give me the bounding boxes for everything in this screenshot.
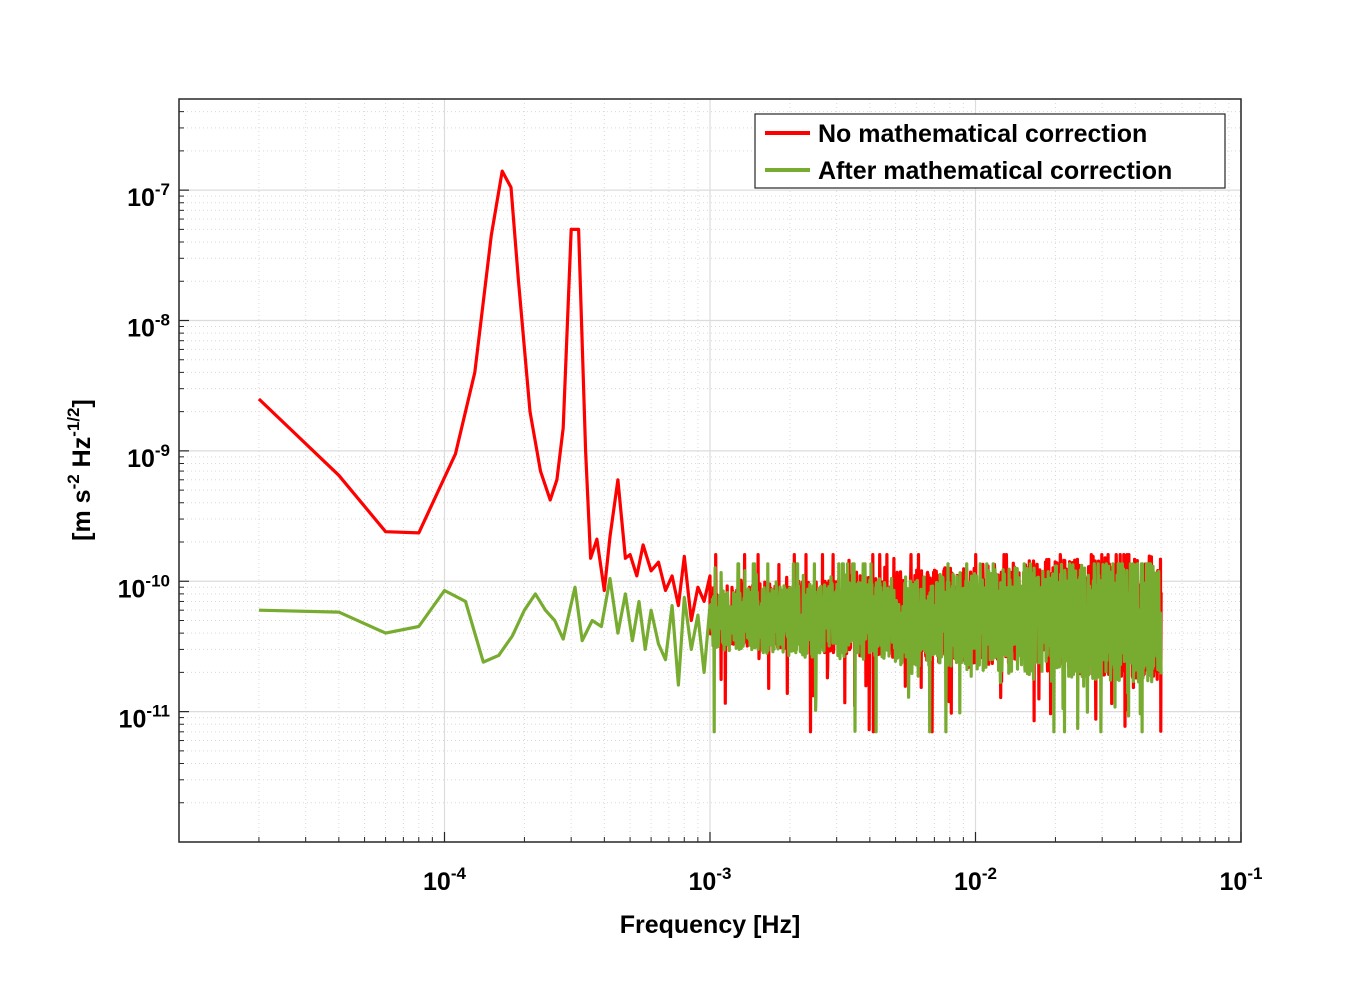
- x-axis-title: Frequency [Hz]: [620, 911, 801, 939]
- x-tick-label: 10-3: [689, 864, 732, 896]
- x-tick-labels: 10-4 10-3 10-2 10-1: [423, 864, 1262, 896]
- legend-box: [754, 113, 1226, 189]
- y-axis-title: [m s-2 Hz-1/2]: [64, 399, 96, 541]
- y-tick-label: 10-7: [127, 180, 170, 212]
- x-tick-label: 10-4: [423, 864, 466, 896]
- legend-label-no-correction: No mathematical correction: [818, 120, 1147, 148]
- tick-marks: [179, 111, 1242, 842]
- y-tick-label: 10-9: [127, 441, 170, 473]
- y-tick-labels: 10-7 10-8 10-9 10-10 10-11: [118, 180, 170, 733]
- y-tick-label: 10-11: [119, 702, 170, 734]
- y-tick-label: 10-10: [118, 571, 170, 603]
- legend: No mathematical correction After mathema…: [754, 113, 1226, 189]
- series-layer: [257, 169, 1163, 734]
- x-tick-label: 10-1: [1220, 864, 1263, 896]
- y-tick-label: 10-8: [127, 311, 170, 343]
- legend-label-after-correction: After mathematical correction: [818, 157, 1172, 185]
- series-line-after-correction: [258, 562, 1163, 734]
- x-tick-label: 10-2: [954, 864, 997, 896]
